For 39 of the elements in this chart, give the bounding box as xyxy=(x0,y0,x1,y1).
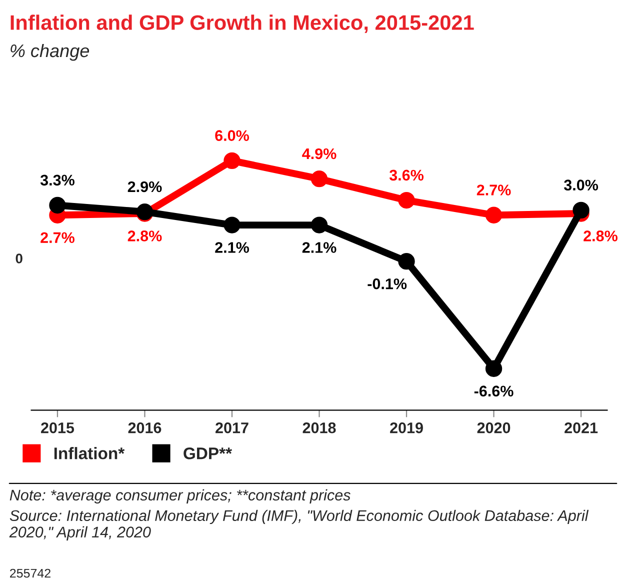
data-label: 2.8% xyxy=(584,230,618,242)
data-label: -0.1% xyxy=(368,278,407,290)
x-tick-label: 2016 xyxy=(128,422,162,434)
x-tick-label: 2020 xyxy=(477,422,510,434)
point xyxy=(224,216,240,234)
data-label: 2.1% xyxy=(215,242,250,253)
chart-title: Inflation and GDP Growth in Mexico, 2015-2021 xyxy=(10,14,474,33)
data-label: 6.0% xyxy=(215,130,250,141)
point xyxy=(310,170,328,188)
data-label: -6.6% xyxy=(474,386,514,396)
data-label: 4.9% xyxy=(302,148,336,160)
point xyxy=(485,360,502,377)
point xyxy=(398,253,415,270)
point xyxy=(310,216,328,234)
point xyxy=(572,202,590,219)
data-label: 3.6% xyxy=(389,170,424,181)
text: 255742 xyxy=(10,568,50,578)
x-tick-label: 2017 xyxy=(216,422,248,434)
x-tick-label: 2021 xyxy=(564,422,598,434)
data-label: 2.8% xyxy=(128,230,162,242)
point xyxy=(398,192,415,209)
x-tick-label: 2018 xyxy=(302,422,336,434)
legend-label: GDP** xyxy=(184,447,232,460)
annotation: 0 xyxy=(16,254,22,264)
data-label: 2.7% xyxy=(40,232,74,243)
data-label: 2.1% xyxy=(302,242,336,253)
data-label: 3.3% xyxy=(40,174,74,186)
text: Note: *average consumer prices; **constant prices xyxy=(10,489,350,504)
source-note: Source: International Monetary Fund (IMF), "World Economic Outlook Database: April 2020," April 14, 2020 xyxy=(9,510,589,541)
data-label: 2.9% xyxy=(128,181,162,192)
point xyxy=(485,206,502,224)
data-label: 2.7% xyxy=(476,184,511,196)
chart-subtitle: % change xyxy=(10,44,90,61)
point xyxy=(224,152,240,170)
legend-label: Inflation* xyxy=(54,447,125,460)
point xyxy=(49,196,66,214)
x-tick-label: 2019 xyxy=(390,422,423,434)
x-tick-label: 2015 xyxy=(41,422,74,434)
data-label: 3.0% xyxy=(564,180,598,191)
